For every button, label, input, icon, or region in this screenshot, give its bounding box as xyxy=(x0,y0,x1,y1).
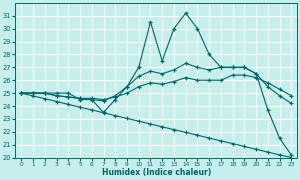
X-axis label: Humidex (Indice chaleur): Humidex (Indice chaleur) xyxy=(102,168,211,177)
